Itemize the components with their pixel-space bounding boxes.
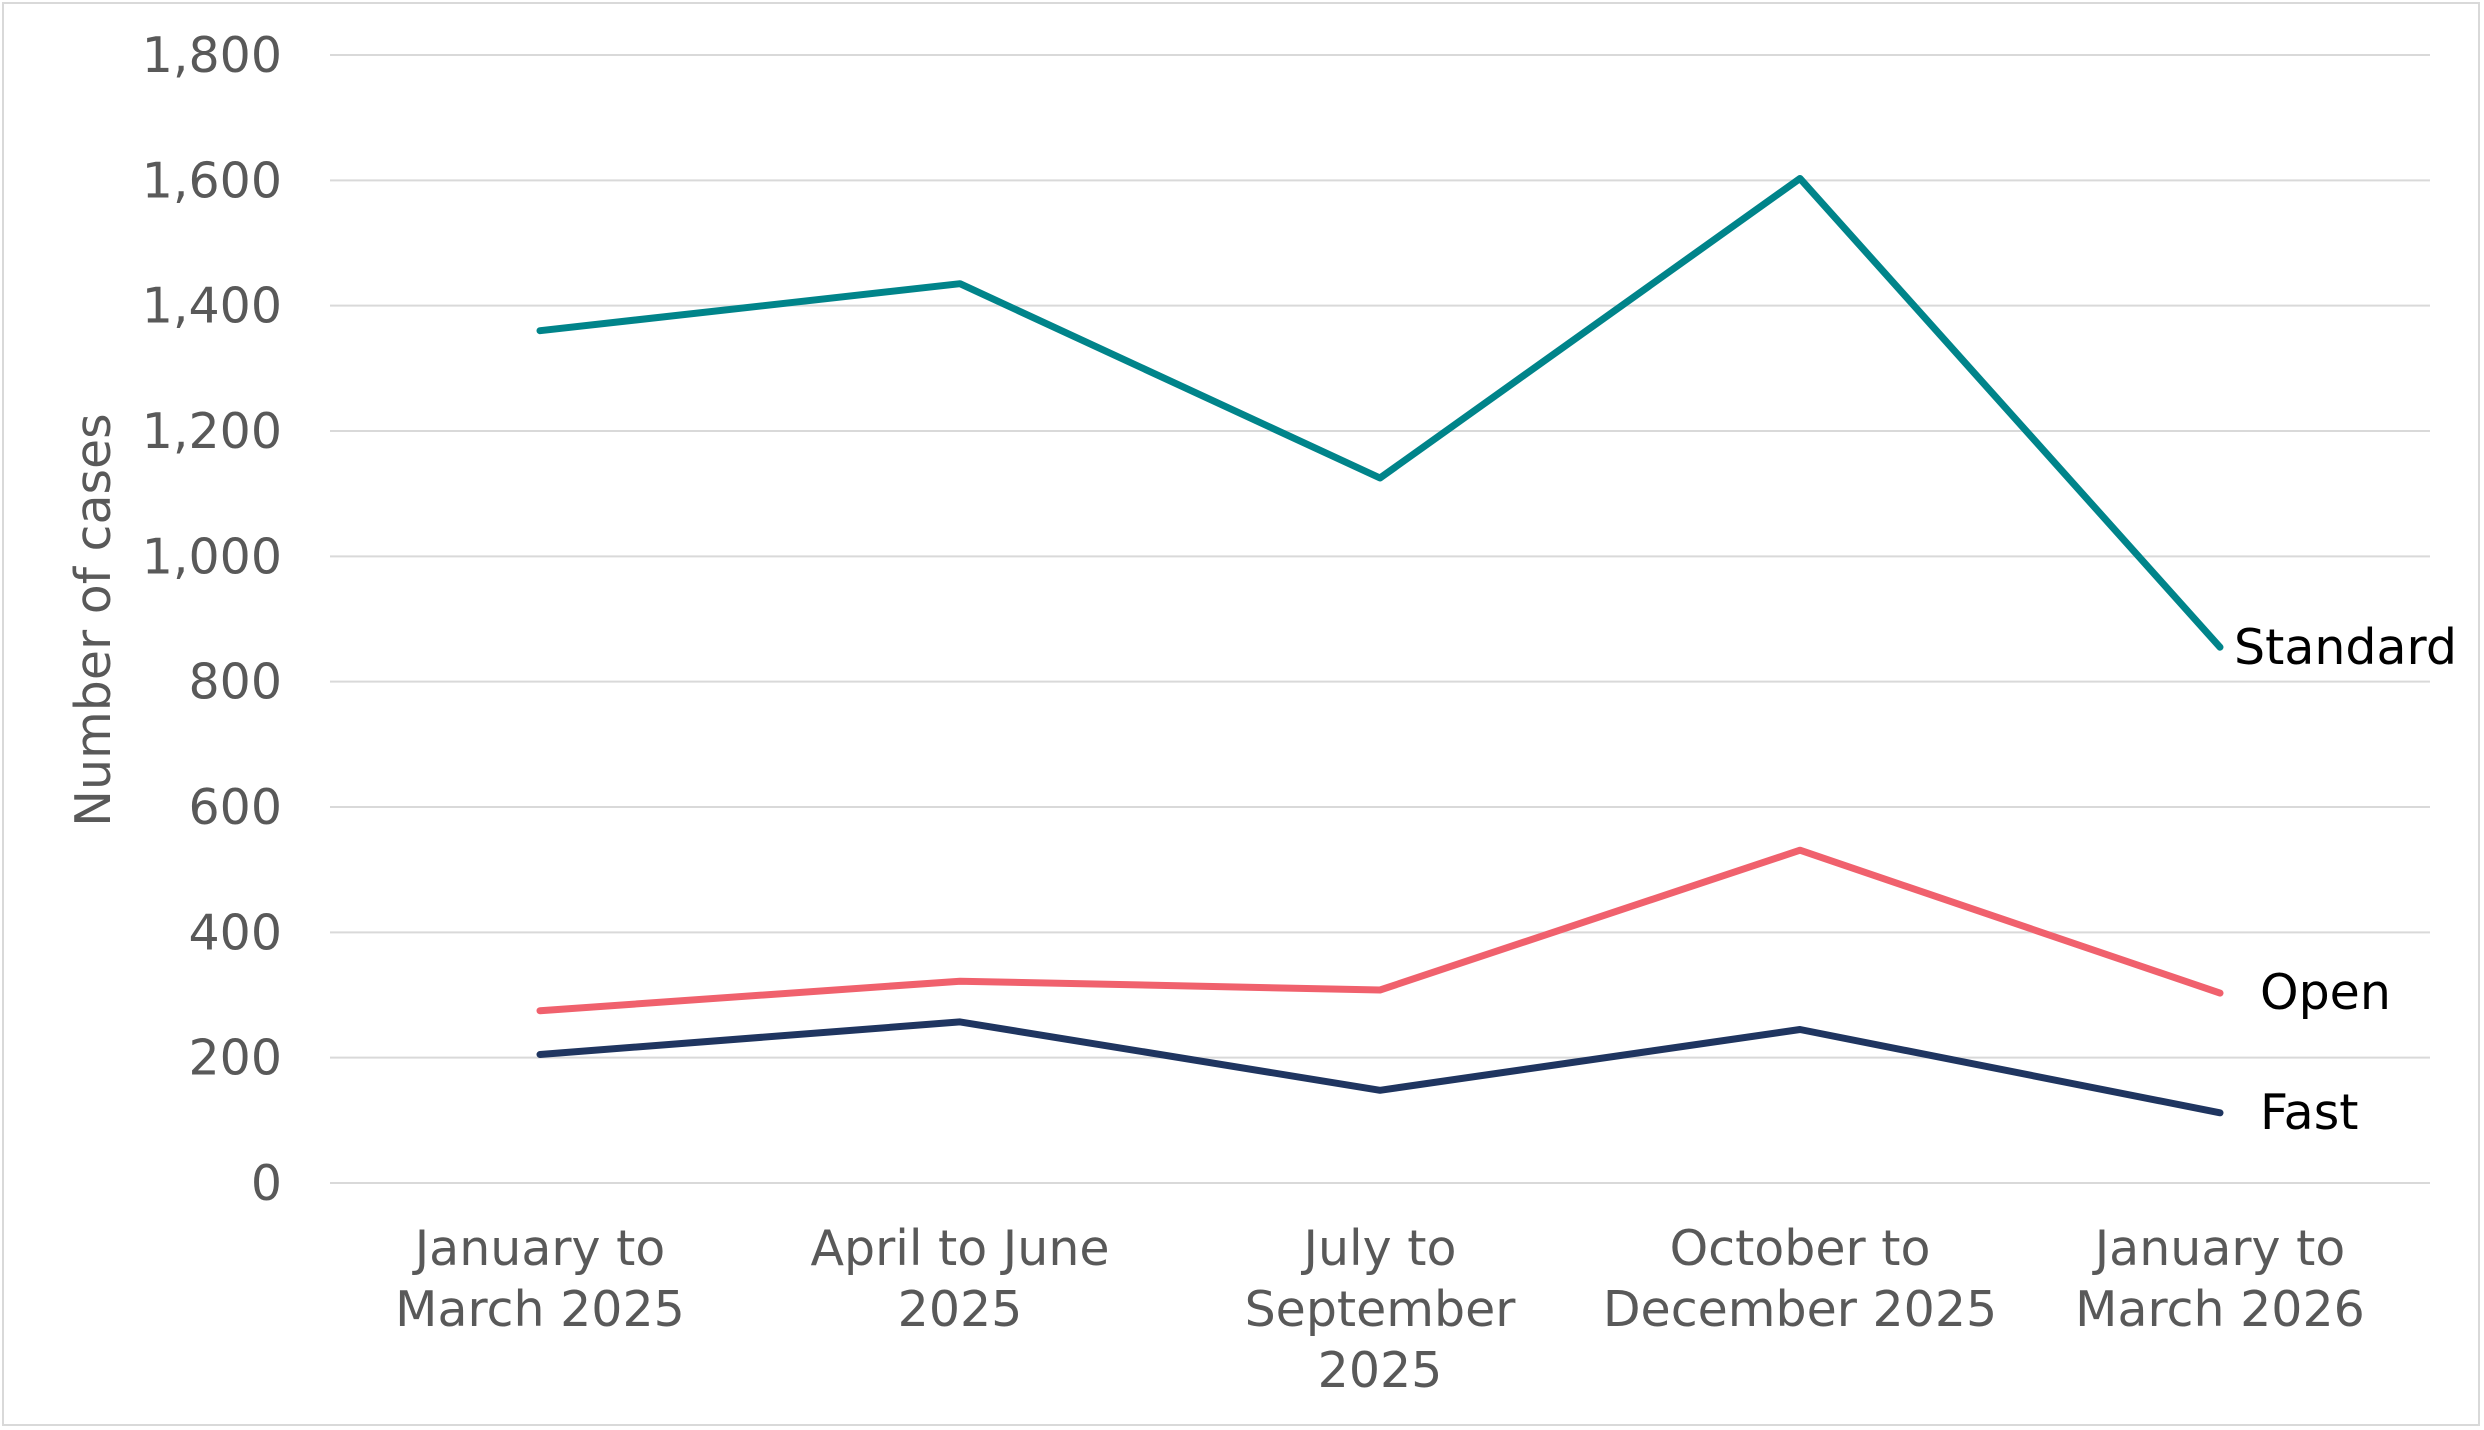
x-tick-label: January to March 2025 [395, 1220, 685, 1338]
x-axis-ticks: January to March 2025 April to June 2025 Jul… [395, 1220, 2365, 1399]
y-tick-label: 1,000 [142, 528, 282, 585]
series-line-open [536, 846, 2224, 1015]
y-tick-label: 200 [188, 1030, 282, 1087]
gridlines [330, 54, 2430, 1184]
series-lines [536, 175, 2224, 1117]
series-labels: Standard Open Fast [2234, 619, 2457, 1141]
x-tick-label: January to March 2026 [2075, 1220, 2365, 1338]
x-tick-label: July to September 2025 [1245, 1220, 1517, 1399]
y-tick-label: 1,800 [142, 27, 282, 84]
y-tick-label: 1,400 [142, 278, 282, 335]
series-line-fast [536, 1018, 2224, 1117]
series-label-fast: Fast [2260, 1084, 2358, 1141]
x-tick-label: October to December 2025 [1603, 1220, 1997, 1338]
series-line-standard [536, 175, 2224, 651]
y-tick-label: 1,200 [142, 403, 282, 460]
y-tick-label: 800 [188, 654, 282, 711]
y-axis-ticks: 0 200 400 600 800 1,000 1,200 1,400 1,600 1,800 [142, 27, 282, 1212]
series-label-open: Open [2260, 964, 2391, 1021]
y-tick-label: 1,600 [142, 152, 282, 209]
x-tick-label: April to June 2025 [810, 1220, 1109, 1338]
series-label-standard: Standard [2234, 619, 2457, 676]
y-tick-label: 0 [251, 1155, 282, 1212]
y-tick-label: 600 [188, 779, 282, 836]
y-axis-title: Number of cases [65, 413, 122, 826]
y-tick-label: 400 [188, 904, 282, 961]
